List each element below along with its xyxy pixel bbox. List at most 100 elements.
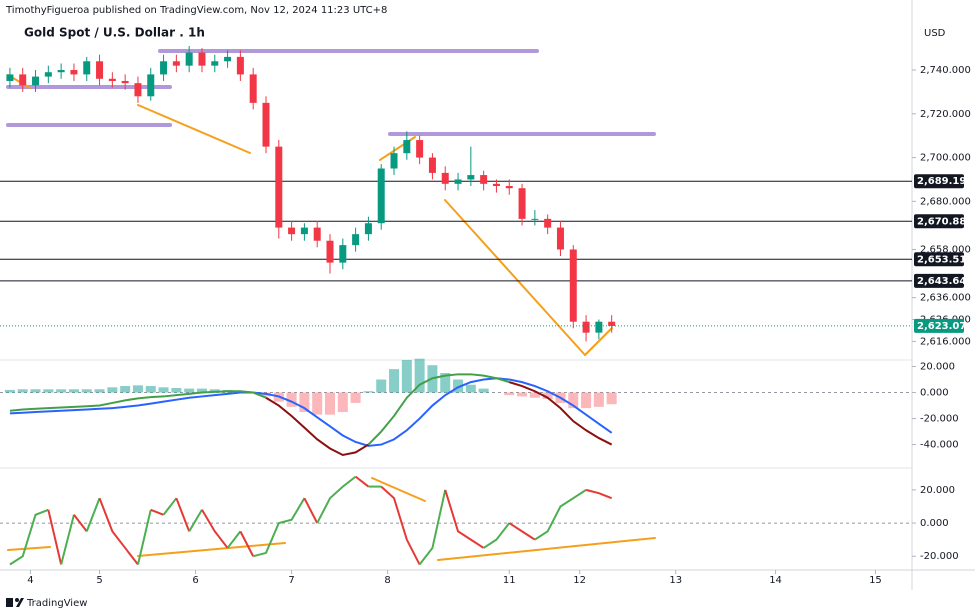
y-tick-label: 2,740.000 — [920, 65, 971, 76]
candle-body — [556, 227, 564, 250]
oscillator-line — [9, 508, 49, 566]
level-label: 2,670.882 — [917, 216, 973, 227]
histogram-bar — [325, 392, 336, 415]
histogram-bar — [286, 392, 297, 407]
level-badge — [914, 252, 964, 267]
histogram-bar — [440, 373, 451, 393]
candle-body — [249, 74, 257, 103]
histogram-bar — [376, 379, 387, 393]
logo-part — [15, 598, 19, 602]
histogram-bar — [43, 389, 54, 393]
candle-body — [224, 56, 232, 62]
y-tick-label: 0.000 — [920, 388, 949, 399]
histogram-bar — [171, 387, 182, 393]
histogram-bar — [581, 392, 592, 409]
level-label: 2,689.197 — [917, 176, 973, 187]
histogram-bar — [350, 392, 361, 403]
candle-body — [96, 61, 104, 79]
oscillator-line — [444, 489, 485, 549]
candle-body — [364, 223, 372, 235]
candle-body — [19, 74, 27, 86]
candle-body — [403, 140, 411, 154]
candle-body — [185, 52, 193, 66]
x-tick-label: 12 — [573, 575, 586, 586]
last-price-badge — [914, 318, 964, 333]
histogram-bar — [30, 389, 41, 393]
macd-line — [508, 381, 613, 446]
y-tick-label: 2,616.000 — [920, 336, 971, 347]
histogram-bar — [17, 389, 28, 393]
x-tick-label: 15 — [869, 575, 882, 586]
histogram-bar — [184, 388, 195, 393]
histogram-bar — [4, 389, 15, 393]
candle-body — [390, 153, 398, 169]
histogram-bar — [120, 386, 131, 393]
histogram-bar — [453, 379, 464, 393]
candle-body — [544, 218, 552, 228]
oscillator-line — [60, 514, 75, 565]
oscillator-line — [354, 475, 370, 488]
oscillator-line — [380, 485, 421, 565]
histogram-bar — [593, 392, 604, 407]
histogram-bar — [299, 392, 310, 413]
candle-body — [262, 102, 270, 147]
logo-part — [6, 598, 13, 607]
candle-body — [57, 70, 65, 73]
macd-line — [367, 373, 510, 446]
brand: TradingView — [26, 598, 87, 609]
level-label: 2,643.644 — [917, 276, 973, 287]
oscillator-line — [188, 509, 203, 532]
logo-part — [16, 598, 24, 607]
y-tick-label: -20.000 — [920, 551, 959, 562]
histogram-bar — [158, 387, 169, 393]
candle-body — [288, 227, 296, 235]
drawings — [6, 49, 656, 561]
x-tick-label: 4 — [27, 575, 33, 586]
histogram-bar — [401, 360, 412, 393]
candle-body — [569, 249, 577, 322]
macd-line — [9, 390, 267, 412]
histogram-bar — [312, 392, 323, 415]
oscillator-line — [47, 509, 63, 565]
x-tick-label: 7 — [288, 575, 294, 586]
oscillator-line — [303, 497, 319, 524]
oscillator-line — [201, 509, 229, 549]
oscillator-line — [534, 489, 587, 541]
candle-body — [326, 240, 334, 263]
oscillator-line — [150, 508, 164, 516]
histogram-bar — [389, 369, 400, 393]
histogram-bar — [478, 388, 489, 393]
candle-body — [70, 70, 78, 75]
trendline — [137, 104, 251, 154]
y-tick-label: 20.000 — [920, 362, 955, 373]
oscillator-line — [162, 497, 178, 516]
candle-body — [275, 146, 283, 228]
trendline — [371, 477, 426, 502]
level-badge — [914, 273, 964, 288]
histogram-bar — [68, 389, 79, 393]
histogram-bar — [465, 384, 476, 393]
level-badge — [914, 174, 964, 189]
candle-body — [198, 52, 206, 66]
level-label: 2,653.515 — [917, 254, 973, 265]
y-tick-label: 2,700.000 — [920, 153, 971, 164]
chart-title: Gold Spot / U.S. Dollar . 1h — [24, 26, 205, 40]
histogram-bar — [504, 392, 515, 396]
histogram-bar — [606, 392, 617, 405]
oscillator-line — [418, 489, 447, 566]
y-tick-label: -20.000 — [920, 414, 959, 425]
candle-body — [467, 175, 475, 180]
oscillator-line — [252, 497, 306, 558]
histogram-bar — [145, 386, 156, 393]
candle-body — [211, 61, 219, 66]
oscillator-line — [85, 497, 101, 532]
candle-body — [313, 227, 321, 241]
last-price-label: 2,623.070 — [917, 321, 973, 332]
histogram-bar — [568, 392, 579, 409]
trendline — [437, 537, 656, 561]
candle-body — [108, 78, 116, 81]
oscillator-line — [508, 522, 536, 541]
candle-body — [582, 321, 590, 333]
candle-body — [236, 56, 244, 75]
